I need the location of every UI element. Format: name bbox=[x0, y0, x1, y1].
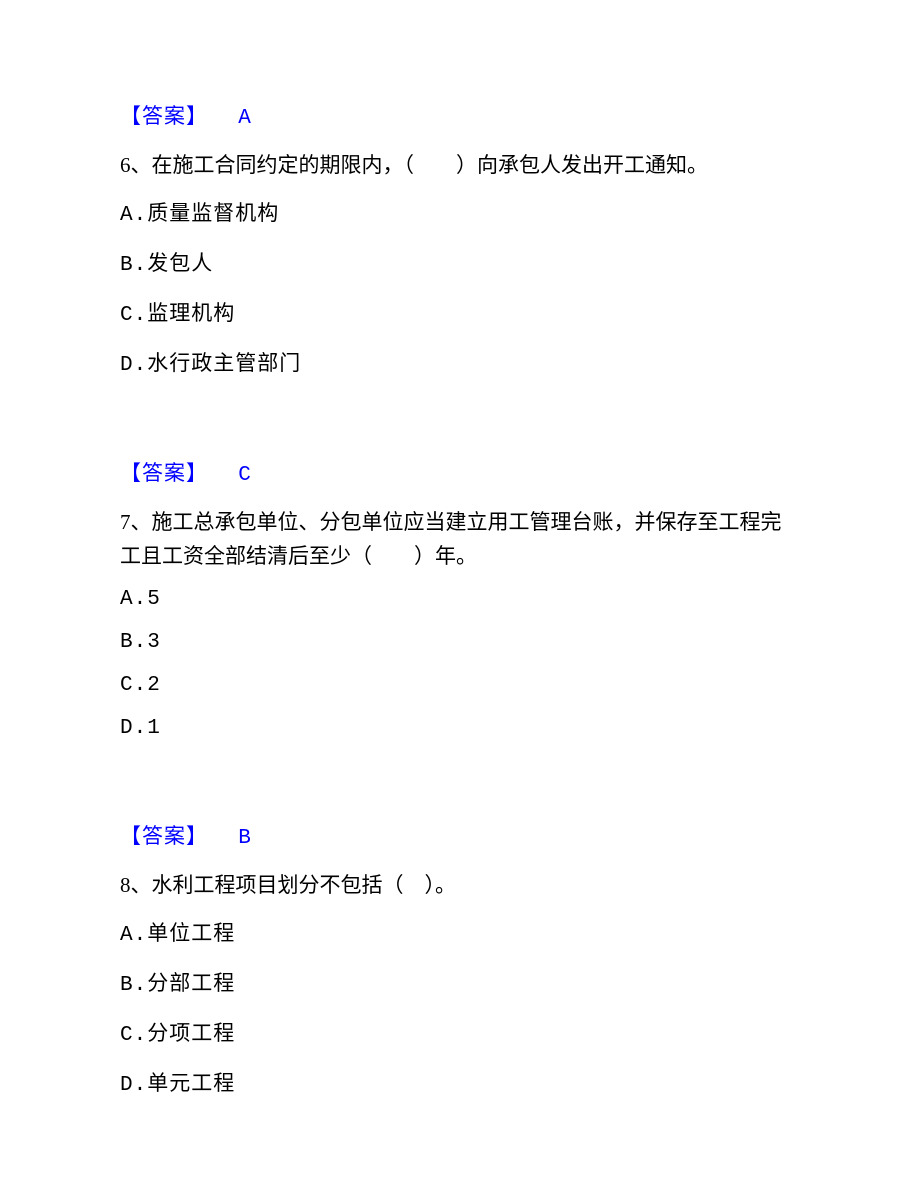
question-6-text: 6、在施工合同约定的期限内，（ ）向承包人发出开工通知。 bbox=[120, 148, 800, 183]
answer-value: B bbox=[238, 827, 252, 850]
question-8-option-a: A.单位工程 bbox=[120, 917, 800, 947]
answer-label: 【答案】 bbox=[120, 824, 208, 848]
question-6-option-c: C.监理机构 bbox=[120, 297, 800, 327]
question-7-option-b: B.3 bbox=[120, 631, 800, 654]
spacer bbox=[120, 397, 800, 457]
question-7-option-c: C.2 bbox=[120, 674, 800, 697]
answer-block-6: 【答案】 C bbox=[120, 457, 800, 487]
answer-block-5: 【答案】 A bbox=[120, 100, 800, 130]
question-7-option-a: A.5 bbox=[120, 588, 800, 611]
answer-block-7: 【答案】 B bbox=[120, 820, 800, 850]
question-8-option-c: C.分项工程 bbox=[120, 1017, 800, 1047]
answer-label: 【答案】 bbox=[120, 104, 208, 128]
question-8-option-b: B.分部工程 bbox=[120, 967, 800, 997]
answer-value: C bbox=[238, 464, 252, 487]
question-6-option-a: A.质量监督机构 bbox=[120, 197, 800, 227]
question-7-text: 7、施工总承包单位、分包单位应当建立用工管理台账，并保存至工程完工且工资全部结清… bbox=[120, 505, 800, 574]
question-8-option-d: D.单元工程 bbox=[120, 1067, 800, 1097]
question-6-option-d: D.水行政主管部门 bbox=[120, 347, 800, 377]
question-7-option-d: D.1 bbox=[120, 717, 800, 740]
spacer bbox=[120, 760, 800, 820]
answer-value: A bbox=[238, 107, 252, 130]
answer-label: 【答案】 bbox=[120, 461, 208, 485]
question-6-option-b: B.发包人 bbox=[120, 247, 800, 277]
question-8-text: 8、水利工程项目划分不包括（ ）。 bbox=[120, 868, 800, 903]
